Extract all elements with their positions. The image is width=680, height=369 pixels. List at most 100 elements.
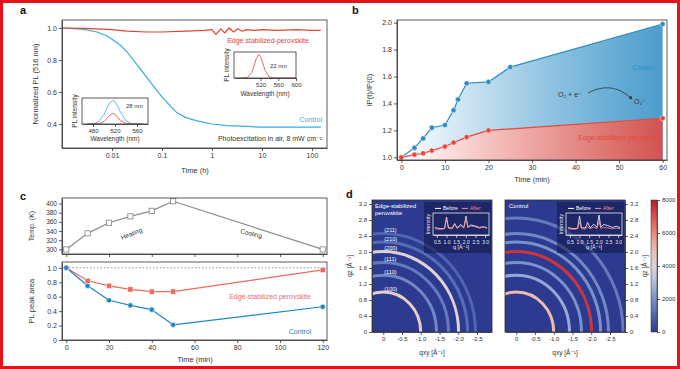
line: [401, 24, 662, 157]
marker: [149, 289, 154, 294]
marker: [171, 322, 176, 327]
tick-label: 300: [46, 246, 57, 253]
legend-label: After: [603, 205, 614, 211]
tick: 0.01: [106, 148, 120, 159]
tick-mark: [402, 332, 403, 335]
tick: 6000: [657, 230, 676, 236]
tick: 100: [275, 340, 287, 351]
tick-mark: [59, 60, 62, 61]
axis: 480520560: [83, 124, 149, 134]
tick-mark: [625, 220, 628, 221]
tick: 10: [259, 148, 267, 159]
tick: 360: [46, 218, 62, 225]
diffraction-ring: [372, 292, 421, 332]
axis: 020406080100120: [63, 340, 330, 351]
tick: 2.8: [625, 217, 639, 223]
diffraction-ring: [372, 242, 468, 332]
tick: 2.0: [625, 249, 639, 255]
plot-area: [64, 199, 326, 252]
axis-line: [62, 199, 63, 255]
tick-label: 30: [529, 164, 537, 171]
tick-label: 480: [88, 128, 99, 134]
tick-label: 1.0: [47, 265, 57, 272]
tick: 1.0: [47, 265, 62, 272]
tick-label: 1.0: [577, 239, 584, 245]
tick-mark: [212, 148, 213, 151]
axis-title: qxy [Å⁻¹]: [419, 348, 445, 357]
axis-line: [434, 235, 490, 236]
tick-label: 0.8: [630, 297, 639, 303]
tick-mark: [477, 332, 478, 335]
tick-mark: [394, 103, 397, 104]
tick-mark: [535, 332, 536, 335]
axis-title: IP(t)/IP(0): [365, 73, 374, 106]
diffraction-ring: [372, 234, 476, 332]
tick: 8000: [657, 197, 676, 203]
axis-line: [372, 201, 373, 333]
tick: 80: [234, 340, 242, 351]
tick-mark: [445, 160, 446, 163]
tick-mark: [369, 236, 372, 237]
tick-label: 2.0: [382, 19, 392, 26]
panel: 0.010.11101000.40.60.81.0Time (h)Normali…: [20, 4, 328, 175]
marker: [421, 136, 426, 141]
tick-mark: [59, 297, 62, 298]
tick: 1: [211, 148, 215, 159]
tick: 0.8: [625, 297, 639, 303]
tick-label: 3.2: [359, 201, 368, 207]
tick-mark: [625, 284, 628, 285]
tick: 3.2: [359, 201, 372, 207]
panel-title: d: [346, 188, 353, 200]
tick: 50: [616, 160, 624, 171]
tick-label: 2.8: [630, 217, 639, 223]
tick-mark: [619, 160, 620, 163]
axis-line: [567, 235, 623, 236]
tick: [280, 254, 281, 257]
series-label: Control: [299, 116, 322, 123]
tick-label: 1.0: [382, 154, 392, 161]
tick-mark: [369, 300, 372, 301]
tick-label: -1.5: [435, 336, 446, 342]
legend: BeforeAfter: [435, 205, 481, 211]
tick-mark: [195, 254, 196, 257]
tick: [66, 254, 67, 257]
frame: [62, 20, 327, 148]
tick-mark: [657, 233, 660, 234]
line: [435, 218, 487, 230]
tick-mark: [59, 340, 62, 341]
tick-mark: [458, 332, 459, 335]
tick-mark: [59, 326, 62, 327]
tick-label: -1.0: [416, 336, 427, 342]
ring-label: (110): [384, 269, 397, 275]
tick: [152, 254, 153, 257]
marker: [149, 208, 154, 213]
axis: 00.20.40.60.81.0: [47, 263, 62, 344]
marker: [464, 135, 469, 140]
tick: [237, 254, 238, 257]
legend-swatch: [462, 208, 468, 209]
tick-label: 1.0: [444, 239, 451, 245]
tick-mark: [576, 160, 577, 163]
tick: 1.2: [625, 281, 639, 287]
tick-mark: [59, 92, 62, 93]
tick-label: 2.4: [359, 233, 368, 239]
marker: [464, 81, 469, 86]
marker: [455, 97, 460, 102]
tick-label: 0: [630, 329, 634, 335]
tick: 1.8: [382, 46, 397, 53]
panel: 01020304050601.01.21.41.61.82.0Time (min…: [352, 4, 668, 184]
panel: 300320340360380400Temp. (K)cHeatingCooli…: [20, 190, 328, 257]
plot-area: [435, 216, 487, 229]
marker: [64, 265, 69, 270]
axis: 520560600: [235, 78, 303, 88]
marker: [486, 128, 491, 133]
tick-mark: [554, 332, 555, 335]
tick-mark: [262, 148, 263, 151]
marker: [412, 152, 417, 157]
tick-mark: [369, 204, 372, 205]
tick: 2.8: [359, 217, 372, 223]
tick-label: 120: [317, 344, 329, 351]
marker: [106, 298, 111, 303]
legend-swatch: [435, 208, 441, 209]
tick: -1.5: [568, 332, 579, 342]
